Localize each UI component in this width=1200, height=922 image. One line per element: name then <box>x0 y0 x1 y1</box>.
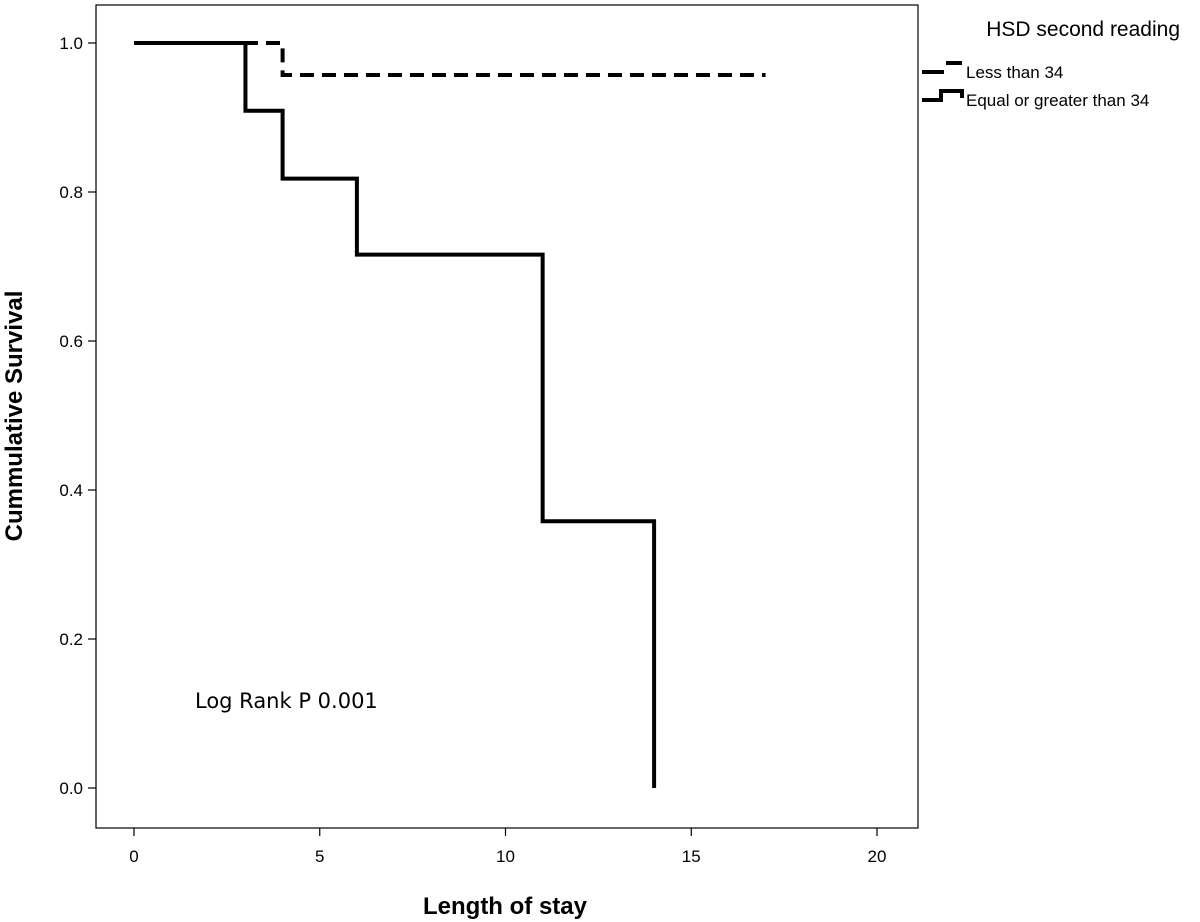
x-tick-label: 15 <box>682 847 701 866</box>
series-layer <box>134 41 766 788</box>
x-tick-label: 10 <box>496 847 515 866</box>
x-axis-title: Length of stay <box>423 893 588 920</box>
y-tick-label: 0.2 <box>59 630 83 649</box>
y-tick-label: 0.0 <box>59 779 83 798</box>
y-tick-label: 0.8 <box>59 183 83 202</box>
log-rank-annotation: Log Rank P 0.001 <box>195 689 378 713</box>
legend-swatch <box>922 89 964 102</box>
x-tick-label: 20 <box>868 847 887 866</box>
y-axis: 0.0 0.2 0.4 0.6 0.8 1.0 <box>59 34 96 798</box>
x-tick-label: 5 <box>315 847 324 866</box>
legend-label: Less than 34 <box>966 63 1063 82</box>
series-line-less-than-34 <box>134 41 766 78</box>
y-tick-label: 0.6 <box>59 332 83 351</box>
series-line-equal-or-greater-than-34 <box>134 41 657 788</box>
legend-items: Less than 34 Equal or greater than 34 <box>922 61 1149 110</box>
x-axis: 0 5 10 15 20 <box>129 828 886 866</box>
legend-item: Equal or greater than 34 <box>922 89 1149 110</box>
plot-area-frame <box>95 4 919 829</box>
y-tick-label: 1.0 <box>59 34 83 53</box>
legend-title: HSD second reading <box>986 18 1180 41</box>
y-tick-label: 0.4 <box>59 481 83 500</box>
y-axis-title: Cummulative Survival <box>1 291 28 542</box>
x-tick-label: 0 <box>129 847 138 866</box>
legend-label: Equal or greater than 34 <box>966 91 1149 110</box>
legend: HSD second reading Less than 34 Equal or … <box>922 18 1180 110</box>
legend-item: Less than 34 <box>922 61 1063 82</box>
